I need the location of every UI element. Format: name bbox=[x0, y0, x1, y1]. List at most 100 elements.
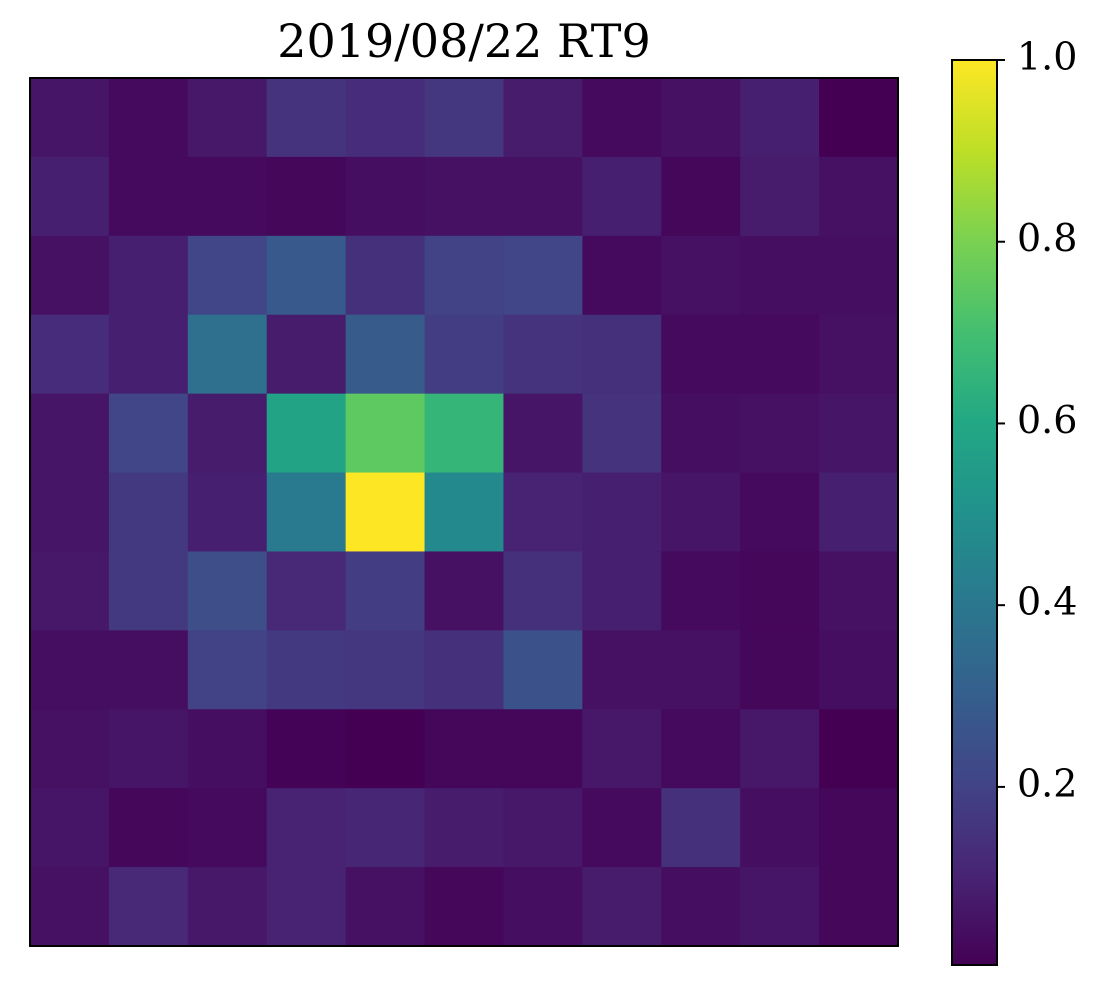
heatmap-cell bbox=[345, 709, 426, 789]
heatmap-cell bbox=[187, 393, 268, 474]
heatmap-cell bbox=[187, 867, 268, 947]
heatmap-cell bbox=[424, 472, 504, 552]
heatmap-cell bbox=[266, 551, 347, 631]
heatmap-cell bbox=[345, 235, 426, 316]
heatmap-cell bbox=[424, 867, 504, 947]
colorbar-tick-label: 0.2 bbox=[1017, 761, 1077, 805]
heatmap-cell bbox=[819, 78, 899, 158]
heatmap-cell bbox=[345, 788, 426, 868]
heatmap-cell bbox=[187, 156, 268, 237]
heatmap-cell bbox=[266, 709, 347, 789]
heatmap-cell bbox=[108, 867, 189, 947]
heatmap-cell bbox=[187, 78, 268, 158]
heatmap-cell bbox=[424, 630, 504, 710]
heatmap-cell bbox=[740, 630, 820, 710]
heatmap-cell bbox=[108, 630, 189, 710]
heatmap-cell bbox=[266, 156, 347, 237]
heatmap-cell bbox=[266, 867, 347, 947]
heatmap-cell bbox=[819, 393, 899, 474]
heatmap-cell bbox=[740, 314, 820, 395]
heatmap-cell bbox=[108, 156, 189, 237]
heatmap-cell bbox=[108, 472, 189, 552]
heatmap-cell bbox=[819, 788, 899, 868]
heatmap-cell bbox=[661, 788, 741, 868]
heatmap-cell bbox=[345, 156, 426, 237]
heatmap-cell bbox=[424, 709, 504, 789]
heatmap-cell bbox=[503, 630, 583, 710]
heatmap-cell bbox=[819, 472, 899, 552]
heatmap-cell bbox=[740, 867, 820, 947]
heatmap-cell bbox=[740, 472, 820, 552]
heatmap-cell bbox=[740, 78, 820, 158]
heatmap-cell bbox=[503, 472, 583, 552]
heatmap-cell bbox=[503, 156, 583, 237]
heatmap-cell bbox=[661, 630, 741, 710]
heatmap-cell bbox=[424, 314, 504, 395]
heatmap-cell bbox=[582, 709, 662, 789]
heatmap-cell bbox=[503, 551, 583, 631]
heatmap-cell bbox=[503, 867, 583, 947]
heatmap-cell bbox=[345, 472, 426, 552]
heatmap-cell bbox=[30, 156, 110, 237]
heatmap-cell bbox=[266, 393, 347, 474]
heatmap-cell bbox=[266, 78, 347, 158]
heatmap-cell bbox=[187, 472, 268, 552]
heatmap-cell bbox=[30, 788, 110, 868]
heatmap-cell bbox=[819, 314, 899, 395]
heatmap-cell bbox=[108, 709, 189, 789]
heatmap-cell bbox=[345, 314, 426, 395]
heatmap-cell bbox=[266, 314, 347, 395]
heatmap-cell bbox=[582, 472, 662, 552]
heatmap-cell bbox=[108, 314, 189, 395]
colorbar-tick-label: 1.0 bbox=[1017, 35, 1077, 79]
heatmap-cell bbox=[108, 78, 189, 158]
heatmap-cell bbox=[582, 551, 662, 631]
heatmap-cell bbox=[30, 630, 110, 710]
colorbar-tick-label: 0.6 bbox=[1017, 398, 1077, 442]
heatmap-cell bbox=[661, 867, 741, 947]
heatmap-cell bbox=[819, 551, 899, 631]
heatmap-cell bbox=[582, 788, 662, 868]
heatmap-cell bbox=[108, 551, 189, 631]
heatmap-cell bbox=[345, 393, 426, 474]
colorbar bbox=[951, 59, 998, 966]
colorbar-tick-label: 0.4 bbox=[1017, 580, 1077, 624]
heatmap-cell bbox=[740, 393, 820, 474]
heatmap-cell bbox=[30, 551, 110, 631]
heatmap-cell bbox=[661, 314, 741, 395]
heatmap-cell bbox=[503, 393, 583, 474]
heatmap-cell bbox=[740, 156, 820, 237]
heatmap-cell bbox=[266, 630, 347, 710]
heatmap-cell bbox=[740, 551, 820, 631]
heatmap-cell bbox=[503, 788, 583, 868]
heatmap-cell bbox=[503, 709, 583, 789]
heatmap-cell bbox=[819, 156, 899, 237]
heatmap-cell bbox=[503, 314, 583, 395]
heatmap-cell bbox=[582, 630, 662, 710]
heatmap-cell bbox=[266, 235, 347, 316]
heatmap-cell bbox=[187, 788, 268, 868]
heatmap-cell bbox=[30, 709, 110, 789]
heatmap-cell bbox=[503, 235, 583, 316]
heatmap-cell bbox=[582, 393, 662, 474]
heatmap-cell bbox=[661, 472, 741, 552]
heatmap-cell bbox=[424, 788, 504, 868]
heatmap-cell bbox=[582, 867, 662, 947]
heatmap-cell bbox=[187, 709, 268, 789]
heatmap-cell bbox=[661, 235, 741, 316]
heatmap-cell bbox=[740, 235, 820, 316]
heatmap-cell bbox=[108, 235, 189, 316]
heatmap-cell bbox=[187, 314, 268, 395]
colorbar-tick-label: 0.8 bbox=[1017, 216, 1077, 260]
heatmap-cell bbox=[345, 867, 426, 947]
heatmap-cell bbox=[424, 78, 504, 158]
heatmap-cell bbox=[661, 78, 741, 158]
heatmap-cell bbox=[266, 788, 347, 868]
heatmap-cell bbox=[424, 551, 504, 631]
heatmap-cell bbox=[819, 630, 899, 710]
heatmap-cell bbox=[345, 78, 426, 158]
heatmap-cell bbox=[819, 235, 899, 316]
heatmap-cell bbox=[187, 630, 268, 710]
heatmap-cell bbox=[582, 156, 662, 237]
